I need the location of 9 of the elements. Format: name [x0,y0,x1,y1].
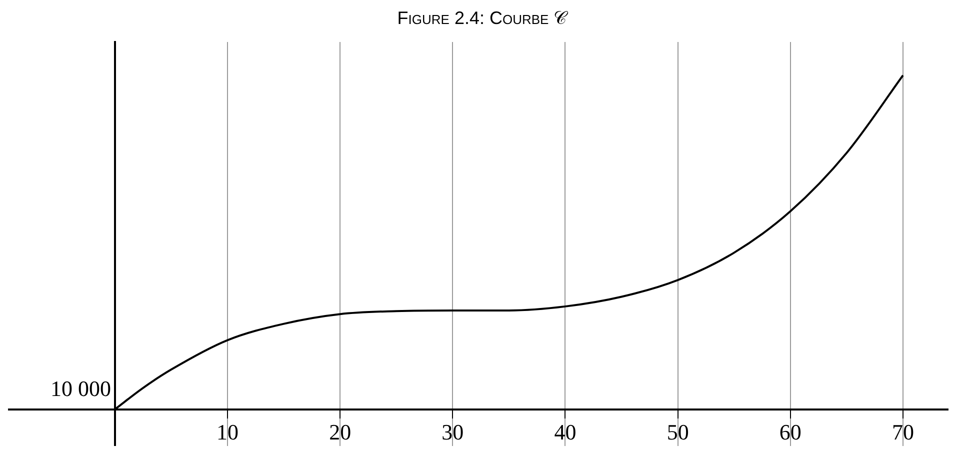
x-tick-label: 20 [329,419,352,444]
x-tick-label: 10 [216,419,239,444]
x-tick-label: 40 [554,419,576,444]
x-tick-label: 60 [779,419,802,444]
chart-title: Figure 2.4: Courbe 𝒞 [396,8,569,30]
annotation: 10 000 [50,376,111,402]
x-tick-label: 70 [892,419,914,444]
x-tick-label: 50 [666,419,689,444]
x-tick-label: 30 [442,419,464,444]
